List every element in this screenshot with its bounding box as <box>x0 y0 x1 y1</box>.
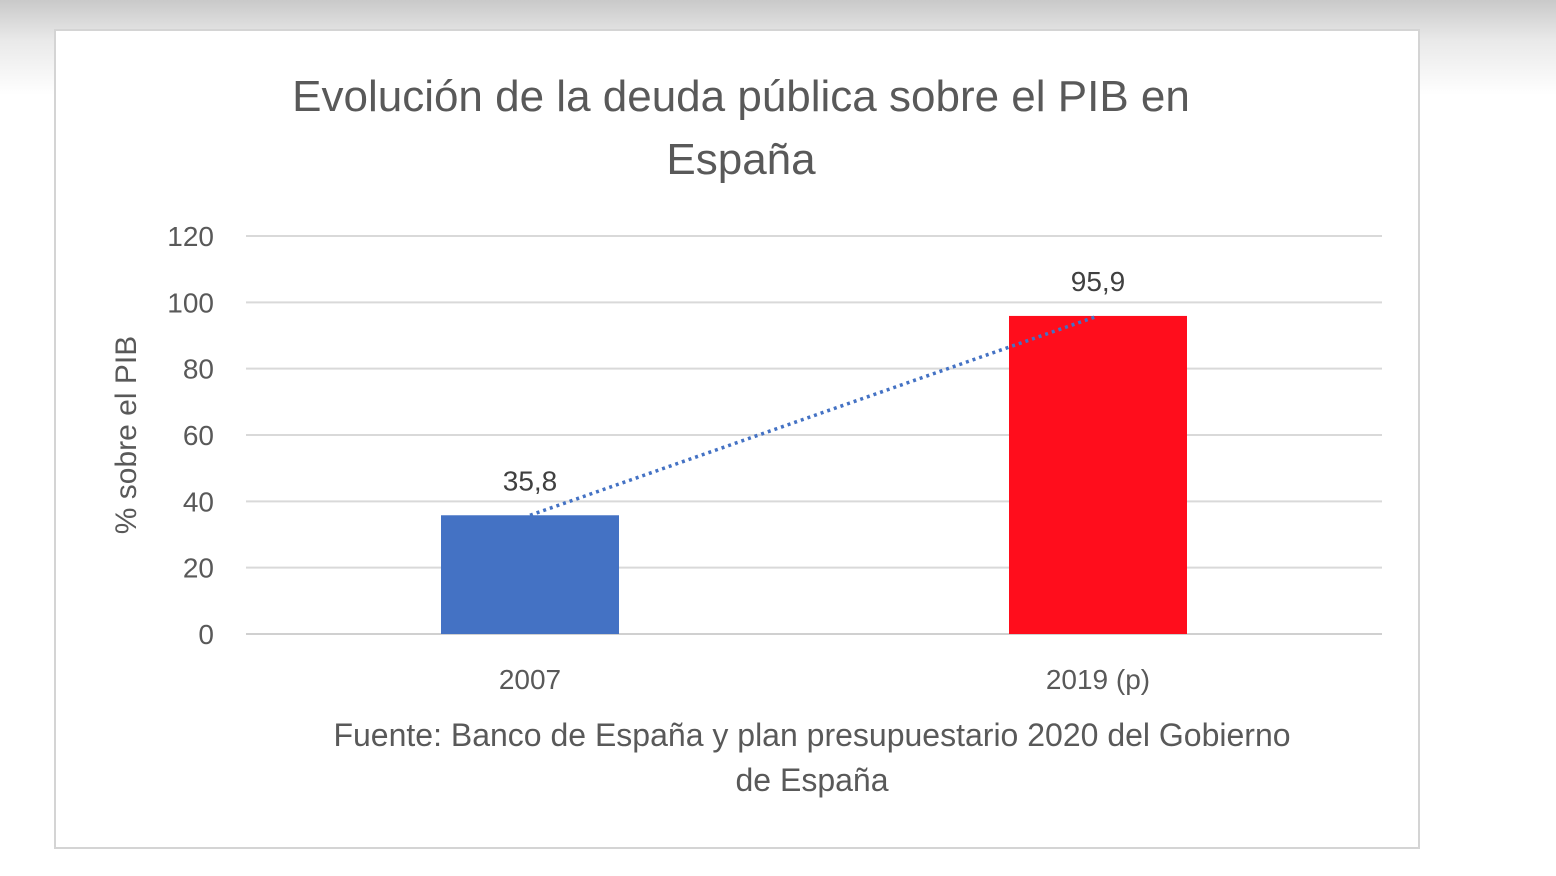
chart-title-line-1: Evolución de la deuda pública sobre el P… <box>292 72 1190 121</box>
y-axis-ticks: 0 20 40 60 80 100 120 <box>167 221 214 650</box>
y-tick-label: 60 <box>183 420 214 451</box>
bar-1 <box>1009 315 1187 634</box>
chart-source: Fuente: Banco de España y plan presupues… <box>333 717 1290 798</box>
trendline-layer <box>529 314 1099 517</box>
bars <box>441 315 1187 634</box>
gridlines <box>246 235 1382 635</box>
data-labels: 35,8 95,9 <box>503 266 1126 496</box>
y-tick-label: 100 <box>167 287 214 318</box>
source-line-1: Fuente: Banco de España y plan presupues… <box>333 717 1290 753</box>
y-tick-label: 20 <box>183 553 214 584</box>
y-tick-label: 80 <box>183 354 214 385</box>
y-tick-label: 0 <box>198 619 214 650</box>
chart-title: Evolución de la deuda pública sobre el P… <box>292 72 1190 184</box>
data-label: 95,9 <box>1071 266 1126 297</box>
x-tick-label: 2019 (p) <box>1046 664 1150 695</box>
y-tick-label: 40 <box>183 486 214 517</box>
chart-frame: Evolución de la deuda pública sobre el P… <box>54 29 1420 849</box>
chart-svg: Evolución de la deuda pública sobre el P… <box>110 72 1382 798</box>
y-axis-label: % sobre el PIB <box>110 336 143 534</box>
trendline <box>529 314 1099 517</box>
bar-0 <box>441 515 619 634</box>
x-axis-ticks: 2007 2019 (p) <box>499 664 1150 695</box>
chart-title-line-2: España <box>666 135 816 184</box>
x-tick-label: 2007 <box>499 664 561 695</box>
source-line-2: de España <box>735 762 888 798</box>
data-label: 35,8 <box>503 465 558 496</box>
y-tick-label: 120 <box>167 221 214 252</box>
